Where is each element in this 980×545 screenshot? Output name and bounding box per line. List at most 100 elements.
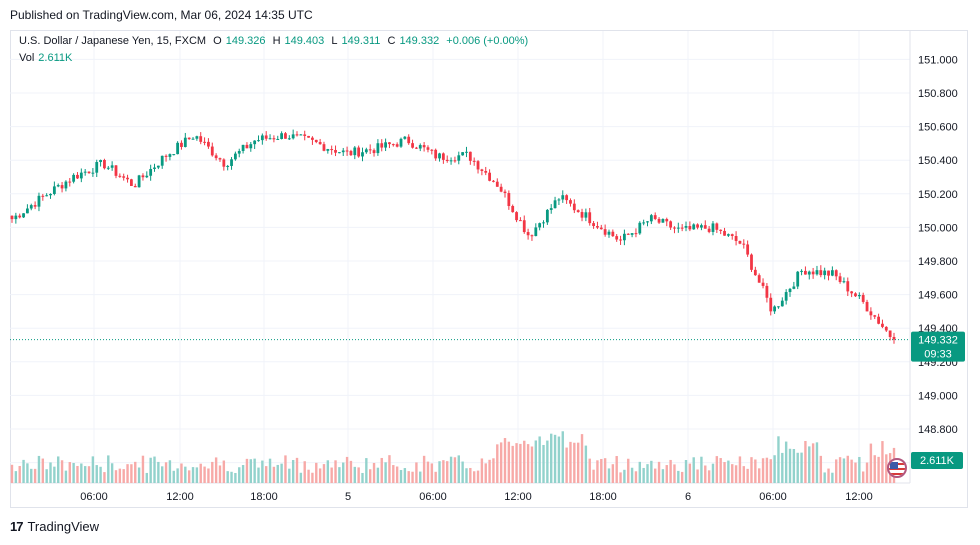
candle-body bbox=[646, 221, 649, 223]
candle-body bbox=[777, 306, 780, 308]
volume-bar bbox=[272, 466, 276, 483]
candle-body bbox=[272, 138, 276, 140]
candle-body bbox=[295, 134, 299, 136]
volume-bar bbox=[596, 460, 599, 483]
candle-body bbox=[83, 171, 87, 173]
candle-body bbox=[87, 171, 91, 174]
volume-bar bbox=[777, 436, 780, 483]
volume-bar bbox=[723, 462, 726, 483]
volume-bar bbox=[661, 469, 665, 483]
volume-bar bbox=[22, 459, 25, 483]
candle-body bbox=[784, 292, 788, 301]
candle-body bbox=[230, 159, 233, 166]
candle-body bbox=[291, 134, 295, 139]
candle-body bbox=[449, 160, 453, 162]
tradingview-mark-icon: 17 bbox=[10, 519, 24, 534]
volume-bar bbox=[734, 465, 738, 483]
candle-body bbox=[218, 158, 222, 160]
candle-body bbox=[861, 295, 865, 302]
price-tick-label: 148.800 bbox=[918, 424, 958, 436]
volume-bar bbox=[72, 462, 75, 483]
ohlc-legend: U.S. Dollar / Japanese Yen, 15, FXCM O 14… bbox=[19, 35, 532, 47]
volume-bar bbox=[357, 467, 360, 483]
volume-bar bbox=[534, 440, 538, 483]
volume-bar bbox=[638, 461, 641, 483]
volume-bar bbox=[719, 458, 722, 483]
volume-bar bbox=[415, 462, 418, 483]
candle-body bbox=[630, 233, 634, 235]
candle-body bbox=[407, 136, 411, 144]
tradingview-logo[interactable]: 17 TradingView bbox=[10, 519, 99, 534]
chart-frame[interactable] bbox=[10, 30, 968, 508]
volume-bar bbox=[580, 434, 584, 483]
candle-body bbox=[804, 270, 807, 275]
time-tick-label: 06:00 bbox=[80, 491, 108, 503]
volume-bar bbox=[461, 461, 464, 483]
volume-bar bbox=[249, 459, 252, 483]
time-tick-label: 18:00 bbox=[250, 491, 278, 503]
candle-body bbox=[484, 170, 488, 173]
volume-bar bbox=[704, 465, 707, 483]
candle-body bbox=[133, 185, 137, 188]
volume-bar bbox=[430, 463, 434, 483]
price-tick-label: 150.400 bbox=[918, 155, 958, 167]
volume-bar bbox=[299, 472, 303, 483]
volume-bar bbox=[18, 465, 21, 483]
candle-body bbox=[807, 271, 811, 275]
candle-body bbox=[384, 142, 387, 148]
volume-bar bbox=[222, 460, 226, 483]
candle-body bbox=[746, 244, 750, 255]
candle-body bbox=[453, 160, 457, 162]
volume-bar bbox=[345, 456, 349, 483]
volume-bar bbox=[607, 468, 611, 483]
candle-body bbox=[222, 159, 226, 167]
candle-body bbox=[41, 195, 45, 197]
volume-bar bbox=[334, 460, 337, 483]
candle-body bbox=[530, 235, 534, 237]
volume-bar bbox=[584, 445, 588, 483]
volume-bar bbox=[318, 468, 322, 483]
candle-body bbox=[823, 270, 827, 276]
candle-body bbox=[653, 215, 657, 219]
candle-body bbox=[253, 140, 257, 145]
candle-body bbox=[45, 195, 49, 197]
candle-body bbox=[145, 175, 149, 178]
candle-body bbox=[519, 220, 522, 222]
volume-bar bbox=[511, 445, 514, 483]
candle-body bbox=[457, 155, 461, 161]
volume-bar bbox=[399, 470, 403, 483]
volume-bar bbox=[380, 457, 383, 483]
volume-bar bbox=[149, 457, 152, 483]
volume-bar bbox=[395, 466, 399, 483]
volume-bar bbox=[49, 462, 52, 483]
volume-bar bbox=[546, 440, 549, 483]
candle-body bbox=[700, 225, 703, 228]
candle-body bbox=[110, 165, 114, 168]
volume-bar bbox=[449, 456, 453, 483]
volume-bar bbox=[187, 470, 191, 483]
candle-body bbox=[72, 174, 76, 182]
volume-bar bbox=[164, 462, 168, 483]
time-tick-label: 12:00 bbox=[845, 491, 873, 503]
candle-body bbox=[884, 326, 888, 331]
candle-body bbox=[719, 229, 723, 231]
volume-bar bbox=[627, 458, 630, 483]
published-caption: Published on TradingView.com, Mar 06, 20… bbox=[10, 8, 313, 22]
volume-bar bbox=[238, 467, 241, 483]
volume-bar bbox=[619, 472, 622, 483]
price-tick-label: 149.000 bbox=[918, 390, 958, 402]
volume-bar bbox=[804, 440, 807, 483]
candle-body bbox=[511, 206, 515, 213]
price-tick-label: 149.800 bbox=[918, 256, 958, 268]
candle-body bbox=[526, 232, 530, 236]
volume-bar bbox=[199, 463, 202, 483]
volume-bar bbox=[669, 459, 672, 483]
candle-body bbox=[345, 150, 349, 152]
candle-body bbox=[599, 227, 603, 230]
candle-body bbox=[203, 141, 206, 143]
volume-bar bbox=[550, 433, 553, 483]
volume-bar bbox=[83, 466, 87, 483]
candle-body bbox=[561, 195, 565, 200]
candle-body bbox=[865, 301, 869, 312]
